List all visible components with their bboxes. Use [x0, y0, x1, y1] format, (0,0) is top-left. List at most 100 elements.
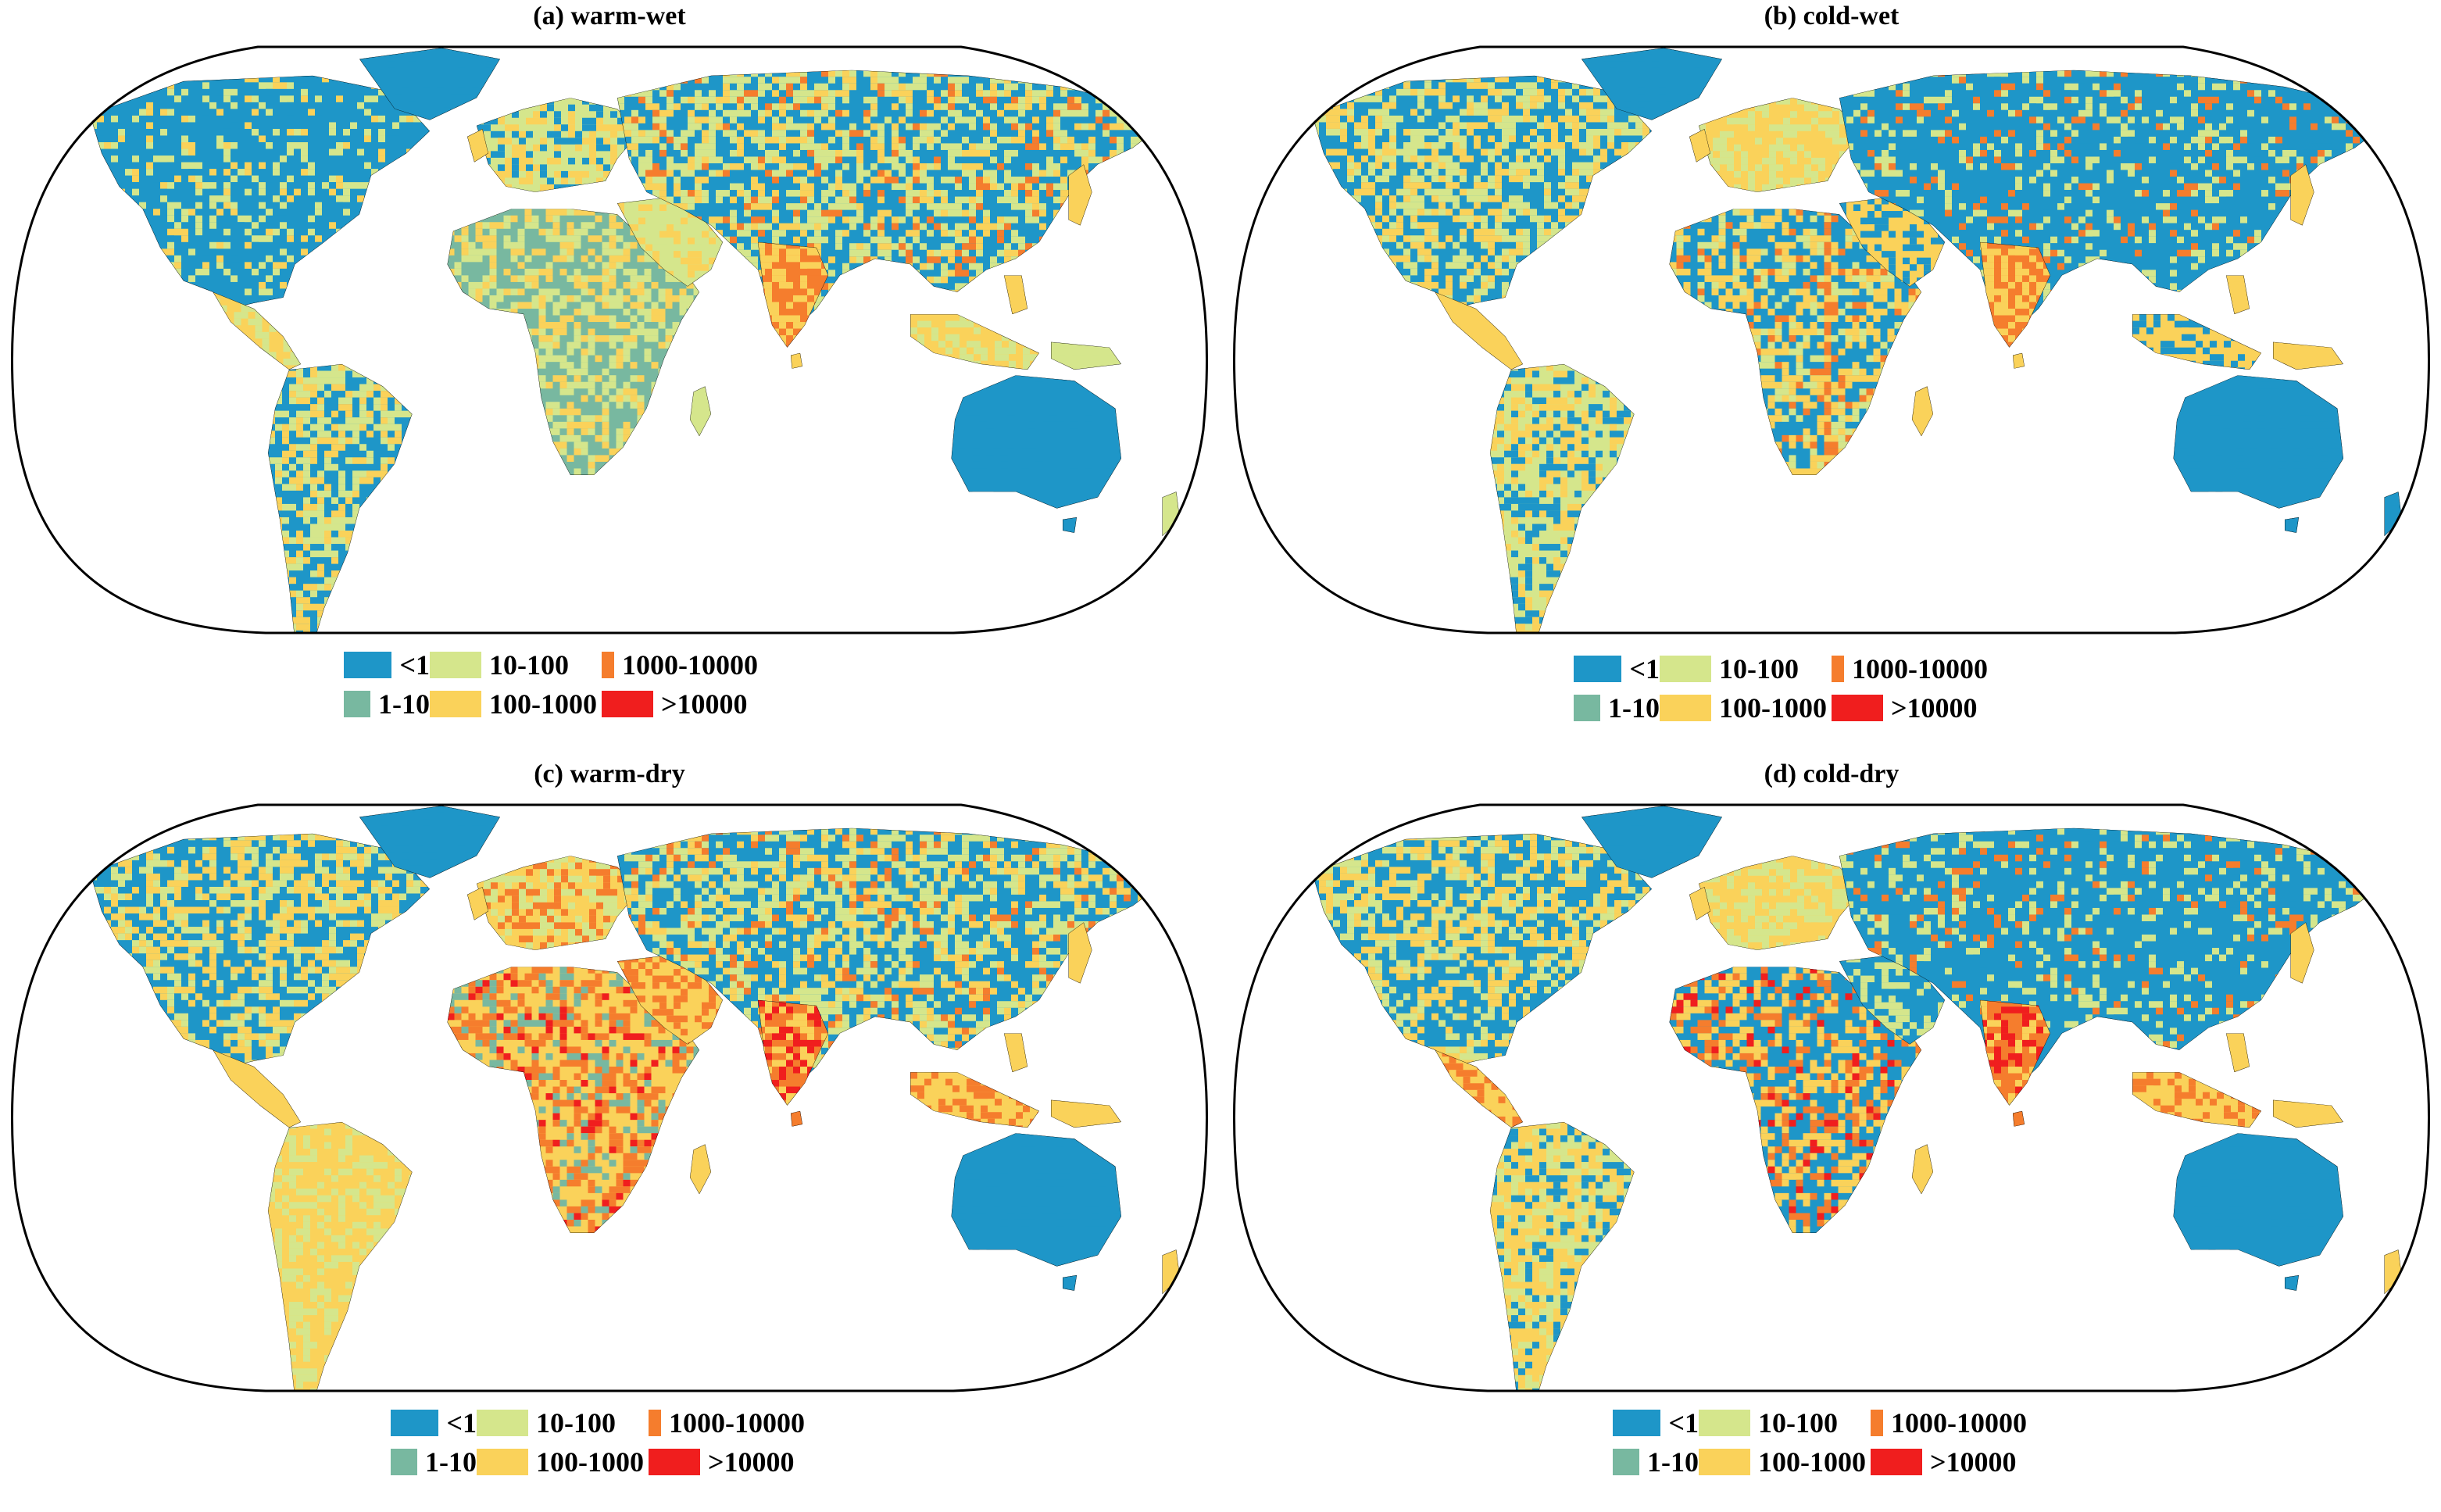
grid-cell: [308, 302, 315, 309]
grid-cell: [1159, 216, 1163, 223]
grid-cell: [1176, 518, 1180, 525]
grid-cell: [153, 155, 160, 163]
grid-cell: [927, 136, 934, 144]
grid-cell: [814, 170, 821, 177]
grid-cell: [1035, 475, 1043, 482]
grid-cell: [1103, 70, 1110, 77]
grid-cell: [273, 195, 280, 202]
grid-cell: [289, 417, 296, 424]
grid-cell: [595, 275, 602, 282]
grid-cell: [531, 428, 539, 435]
grid-cell: [1159, 296, 1163, 303]
grid-cell: [751, 183, 758, 191]
grid-cell: [540, 117, 547, 125]
grid-cell: [617, 190, 624, 197]
grid-cell: [906, 209, 913, 217]
grid-cell: [842, 302, 849, 310]
grid-cell: [1025, 283, 1032, 290]
grid-cell: [1060, 156, 1067, 163]
grid-cell: [990, 223, 997, 231]
grid-cell: [688, 270, 695, 278]
grid-cell: [616, 288, 624, 295]
grid-cell: [345, 577, 352, 584]
grid-cell: [863, 109, 870, 117]
grid-cell: [366, 563, 373, 571]
grid-cell: [758, 116, 765, 123]
grid-cell: [807, 196, 814, 204]
grid-cell: [310, 531, 317, 538]
grid-cell: [1124, 276, 1131, 284]
grid-cell: [737, 329, 744, 331]
grid-cell: [602, 281, 609, 289]
grid-cell: [877, 230, 885, 237]
grid-cell: [877, 289, 885, 297]
grid-cell: [702, 156, 709, 163]
grid-cell: [835, 70, 842, 77]
grid-cell: [906, 183, 913, 191]
grid-cell: [552, 228, 560, 236]
grid-cell: [454, 375, 462, 382]
grid-cell: [631, 116, 638, 123]
grid-cell: [413, 215, 420, 223]
grid-cell: [1079, 341, 1086, 349]
grid-cell: [566, 295, 574, 302]
grid-cell: [373, 424, 381, 431]
grid-cell: [430, 88, 437, 95]
grid-cell: [406, 202, 413, 209]
grid-cell: [948, 243, 955, 250]
grid-cell: [1117, 149, 1124, 157]
grid-cell: [364, 115, 371, 123]
grid-cell: [399, 262, 406, 269]
grid-cell: [695, 251, 702, 258]
grid-cell: [1000, 495, 1008, 502]
grid-cell: [223, 188, 231, 196]
grid-cell: [427, 135, 430, 142]
grid-cell: [631, 224, 638, 231]
grid-cell: [877, 143, 885, 150]
grid-cell: [588, 415, 595, 422]
grid-cell: [454, 468, 462, 475]
grid-cell: [842, 136, 849, 144]
grid-cell: [997, 263, 1004, 270]
grid-cell: [294, 281, 301, 289]
grid-cell: [451, 61, 458, 68]
grid-cell: [301, 95, 308, 102]
grid-cell: [1159, 289, 1163, 297]
grid-cell: [496, 388, 504, 395]
grid-cell: [280, 215, 287, 223]
grid-cell: [927, 109, 934, 117]
grid-cell: [388, 503, 395, 511]
grid-cell: [538, 322, 546, 329]
grid-cell: [303, 391, 310, 398]
grid-cell: [927, 70, 934, 77]
grid-cell: [1056, 475, 1064, 482]
grid-cell: [317, 503, 324, 511]
grid-cell: [371, 248, 378, 256]
grid-cell: [420, 302, 427, 309]
grid-cell: [595, 395, 602, 402]
grid-cell: [296, 484, 303, 491]
grid-cell: [744, 223, 751, 231]
grid-cell: [962, 116, 969, 123]
grid-cell: [357, 162, 364, 170]
grid-cell: [146, 202, 153, 209]
grid-cell: [965, 468, 973, 475]
grid-cell: [716, 116, 723, 123]
grid-cell: [800, 109, 807, 117]
grid-cell: [458, 61, 465, 68]
grid-cell: [568, 170, 575, 178]
grid-cell: [202, 268, 209, 276]
grid-cell: [378, 295, 385, 302]
grid-cell: [630, 241, 638, 249]
grid-cell: [475, 295, 483, 302]
grid-cell: [927, 256, 934, 263]
grid-cell: [545, 381, 553, 389]
grid-cell: [90, 275, 97, 282]
grid-cell: [289, 384, 296, 391]
grid-cell: [447, 468, 455, 475]
grid-cell: [524, 428, 532, 435]
grid-cell: [268, 457, 275, 464]
grid-cell: [617, 177, 624, 184]
grid-cell: [1011, 116, 1018, 123]
grid-cell: [202, 95, 209, 102]
